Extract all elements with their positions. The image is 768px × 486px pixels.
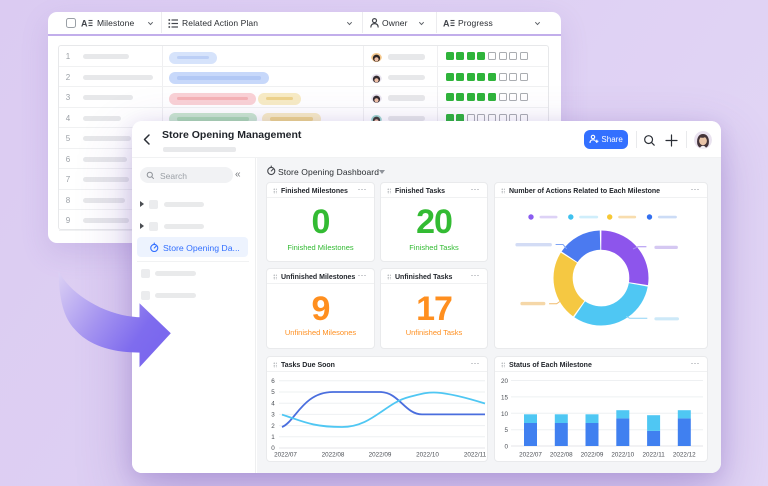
svg-text:0: 0: [504, 444, 508, 451]
svg-text:4: 4: [271, 400, 275, 407]
svg-text:2: 2: [271, 423, 275, 430]
svg-text:10: 10: [501, 411, 509, 418]
svg-text:20: 20: [501, 378, 509, 385]
svg-text:2022/10: 2022/10: [611, 452, 634, 459]
svg-text:2022/11: 2022/11: [464, 452, 487, 459]
svg-text:A: A: [81, 19, 88, 29]
svg-text:0: 0: [271, 445, 275, 452]
svg-text:2022/08: 2022/08: [322, 452, 345, 459]
svg-text:1: 1: [271, 434, 275, 441]
svg-text:2022/10: 2022/10: [416, 452, 439, 459]
svg-text:2022/11: 2022/11: [642, 452, 665, 459]
svg-text:5: 5: [271, 389, 275, 396]
svg-text:2022/09: 2022/09: [581, 452, 604, 459]
svg-text:6: 6: [271, 378, 275, 385]
svg-text:3: 3: [271, 412, 275, 419]
svg-text:2022/09: 2022/09: [369, 452, 392, 459]
svg-text:15: 15: [501, 394, 509, 401]
svg-text:2022/07: 2022/07: [274, 452, 297, 459]
svg-text:2022/08: 2022/08: [550, 452, 573, 459]
svg-text:2022/07: 2022/07: [519, 452, 542, 459]
svg-text:5: 5: [504, 427, 508, 434]
svg-text:2022/12: 2022/12: [673, 452, 696, 459]
svg-text:A: A: [443, 19, 450, 29]
